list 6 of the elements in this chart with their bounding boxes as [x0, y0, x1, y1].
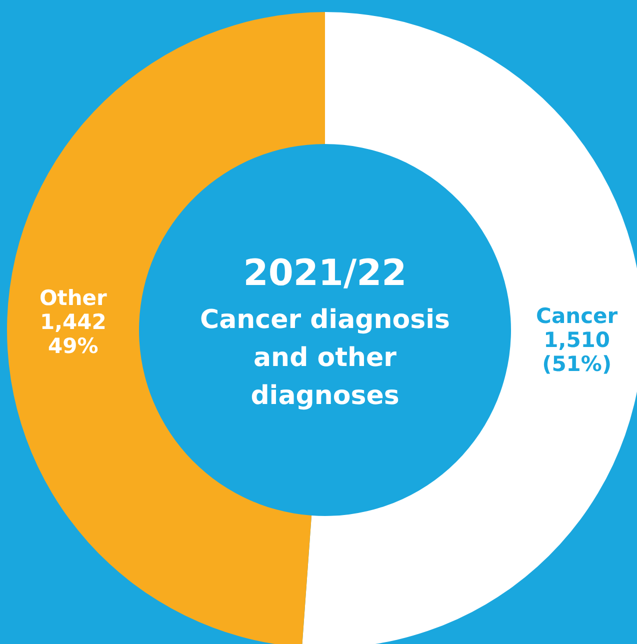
- slice-label: Other: [39, 286, 108, 310]
- data-label: 1,442 49%: [40, 310, 106, 358]
- text: 2021/22: [243, 253, 407, 294]
- slice-label: Cancer: [536, 304, 618, 328]
- text: Cancer diagnosis and other diagnoses: [200, 305, 450, 411]
- data-label: 1,510 (51%): [542, 328, 612, 376]
